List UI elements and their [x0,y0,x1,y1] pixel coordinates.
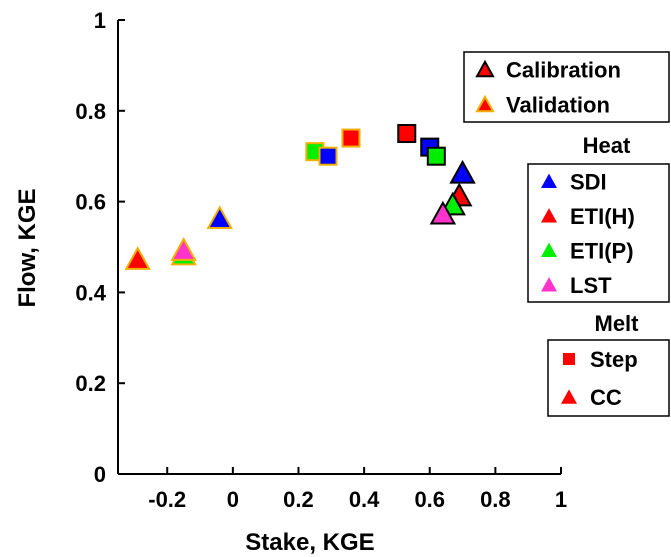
legend-marker-validation [475,94,495,113]
legend-label: ETI(H) [570,204,635,229]
x-tick-label: 0.8 [480,487,511,512]
legend-label: ETI(P) [570,238,634,263]
x-tick-label: 0 [227,487,239,512]
data-point-calibration-etip-step [426,146,446,166]
y-tick-label: 0 [94,462,106,487]
y-tick-label: 1 [94,8,106,33]
x-tick-label: 0.6 [414,487,445,512]
data-point-validation-sdi-step [318,146,338,166]
legend-label: Calibration [506,58,621,83]
legend-3: Melt Step CC [547,311,670,417]
legend-1: Calibration Validation [463,51,670,123]
legend-marker-etih [541,208,557,223]
data-point-calibration-lst-cc [429,200,457,225]
data-point-validation-sdi-cc [206,205,233,230]
legend-marker-step [563,353,575,365]
data-point-calibration-sdi-cc [449,159,476,184]
y-tick-label: 0.4 [75,280,106,305]
data-point-validation-etih-step [341,128,361,148]
legend-label: CC [590,385,622,410]
legend-label: Validation [506,93,610,118]
legend-label: LST [570,273,612,298]
legend-marker-sdi [541,173,557,189]
legend-marker-etip [541,242,557,258]
legend-box [463,51,670,123]
y-tick-label: 0.6 [75,190,106,215]
data-point-validation-lst-cc [170,237,197,261]
legend-marker-cc [561,389,577,404]
legend-marker-calibration [475,59,495,78]
x-tick-label: 1 [555,487,567,512]
data-point-calibration-etih-step [397,124,417,143]
x-tick-label: 0.2 [283,487,314,512]
legend-label: Step [590,347,638,372]
legend-title: Melt [595,311,640,336]
y-tick-label: 0.2 [75,371,106,396]
legend-box [547,339,670,417]
x-tick-label: -0.2 [148,487,186,512]
ticks: -0.2 0 0.2 0.4 0.6 0.8 1 0 0.2 0.4 0.6 0.8 1 [75,8,567,512]
legend-title: Heat [583,133,631,158]
y-axis-title: Flow, KGE [14,188,41,307]
data-point-validation-etih-cc [124,246,151,270]
y-tick-label: 0.8 [75,99,106,124]
legends: Calibration Validation Heat SDI ETI(H) ETI(P)… [463,51,670,417]
data-points [124,124,476,270]
axes [117,20,561,475]
x-tick-label: 0.4 [349,487,380,512]
legend-label: SDI [570,169,607,194]
legend-marker-lst [541,277,557,292]
legend-2: Heat SDI ETI(H) ETI(P) LST [527,133,670,303]
x-axis-title: Stake, KGE [245,529,374,556]
